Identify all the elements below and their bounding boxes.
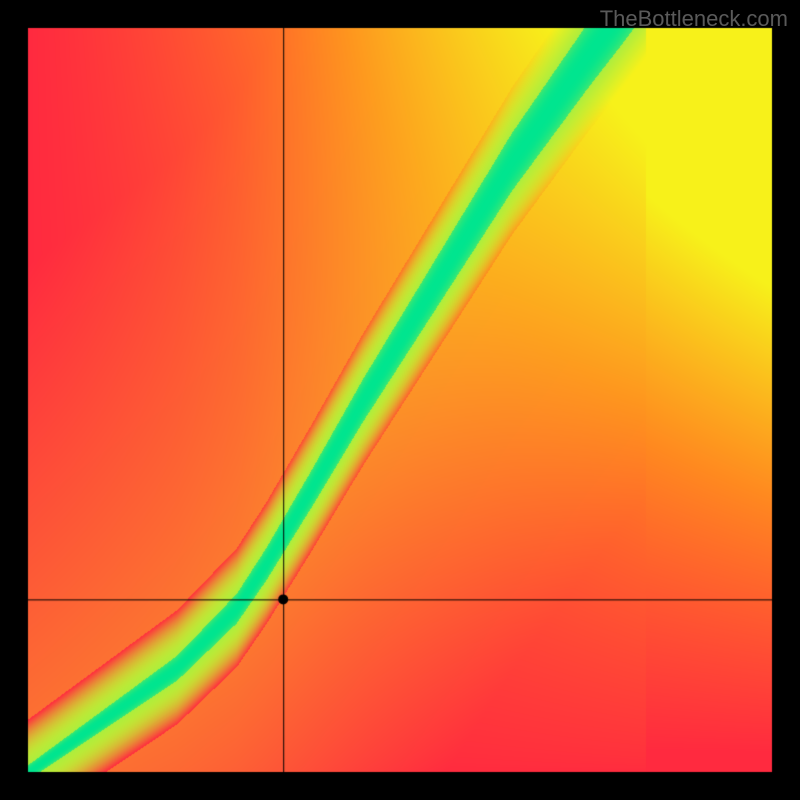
watermark-label: TheBottleneck.com	[600, 6, 788, 32]
bottleneck-heatmap	[0, 0, 800, 800]
chart-container: TheBottleneck.com	[0, 0, 800, 800]
